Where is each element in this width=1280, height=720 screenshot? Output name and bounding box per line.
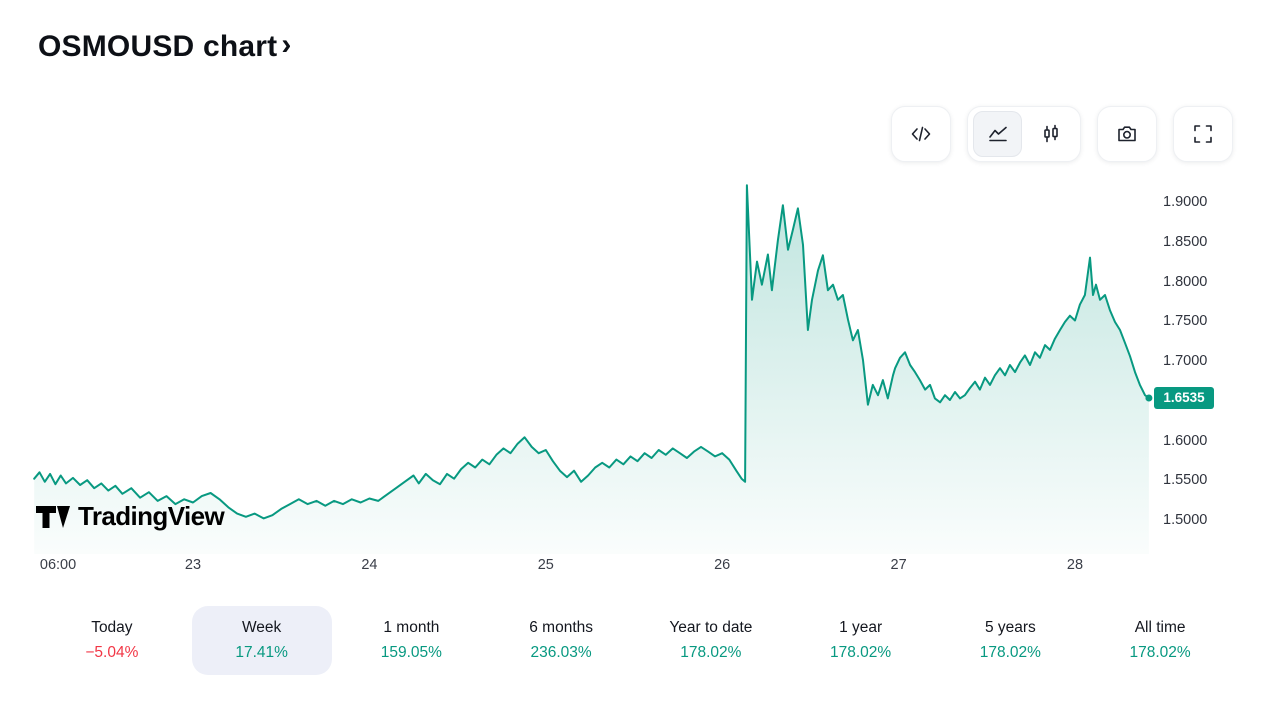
camera-button[interactable] [1097,106,1157,162]
time-tick-24: 24 [361,557,378,573]
range-label: 1 year [839,619,883,636]
price-tick: 1.8500 [1163,233,1208,250]
range-year-to-date[interactable]: Year to date 178.02% [641,606,781,675]
price-chart[interactable] [0,180,1160,560]
price-area-fill [34,185,1149,555]
time-scale[interactable]: 06:00 23 24 25 26 27 28 [0,557,1280,577]
range-change-value: 178.02% [1129,644,1191,661]
area-chart-button[interactable] [973,111,1022,157]
chart-style-group [967,106,1081,162]
title-chevron-icon[interactable]: › [281,28,292,61]
price-tick: 1.9000 [1163,194,1208,210]
time-tick-28: 28 [1066,557,1084,573]
range-today[interactable]: Today −5.04% [42,606,182,675]
camera-icon [1118,126,1136,142]
range-label: 1 month [383,619,440,636]
range-label: Today [91,619,133,636]
chart-header: OSMOUSD chart › [38,30,291,64]
area-chart-icon [988,126,1007,142]
time-tick-0600: 06:00 [39,557,77,573]
page-title: OSMOUSD chart [38,30,278,63]
current-price-badge: 1.6535 [1154,386,1214,409]
range-change-value: 159.05% [380,644,442,661]
candlestick-icon [1043,124,1058,143]
range-5-years[interactable]: 5 years 178.02% [940,606,1080,675]
range-change-value: 17.41% [235,644,288,661]
fullscreen-icon [1194,125,1212,143]
last-price-dot [1145,394,1153,402]
candlestick-button[interactable] [1026,111,1075,157]
range-label: 6 months [529,619,593,636]
range-label: 5 years [984,619,1036,636]
code-icon [911,126,931,142]
price-tick: 1.5000 [1163,512,1208,528]
price-tick: 1.7500 [1163,313,1208,330]
range-label: Week [241,619,282,636]
fullscreen-button[interactable] [1173,106,1233,162]
price-tick: 1.8000 [1163,273,1208,290]
time-tick-26: 26 [714,557,731,573]
range-all-time[interactable]: All time 178.02% [1090,606,1230,675]
range-6-months[interactable]: 6 months 236.03% [491,606,631,675]
range-change-value: 178.02% [830,644,892,661]
range-1-year[interactable]: 1 year 178.02% [791,606,931,675]
range-label: All time [1134,619,1186,636]
price-tick: 1.7000 [1163,353,1208,369]
time-tick-27: 27 [890,557,907,573]
range-change-value: 178.02% [680,644,742,661]
range-week[interactable]: Week 17.41% [191,606,332,675]
time-tick-25: 25 [537,557,554,573]
tradingview-logo[interactable]: TradingView [36,501,225,532]
range-label: Year to date [669,619,753,636]
time-tick-23: 23 [184,557,202,573]
chart-toolbar [891,106,1233,162]
price-line [33,184,1150,520]
tradingview-logo-icon [36,505,70,528]
tradingview-logo-text: TradingView [78,501,225,531]
code-button[interactable] [891,106,951,162]
range-change-value: −5.04% [85,644,139,661]
price-tick: 1.5500 [1163,472,1208,489]
range-1-month[interactable]: 1 month 159.05% [341,606,481,675]
range-change-value: 178.02% [979,644,1041,661]
range-change-value: 236.03% [530,644,592,661]
price-tick: 1.6000 [1163,432,1208,449]
range-selector: Today −5.04% Week 17.41% 1 month 159.05% 6 mon… [37,606,1235,675]
